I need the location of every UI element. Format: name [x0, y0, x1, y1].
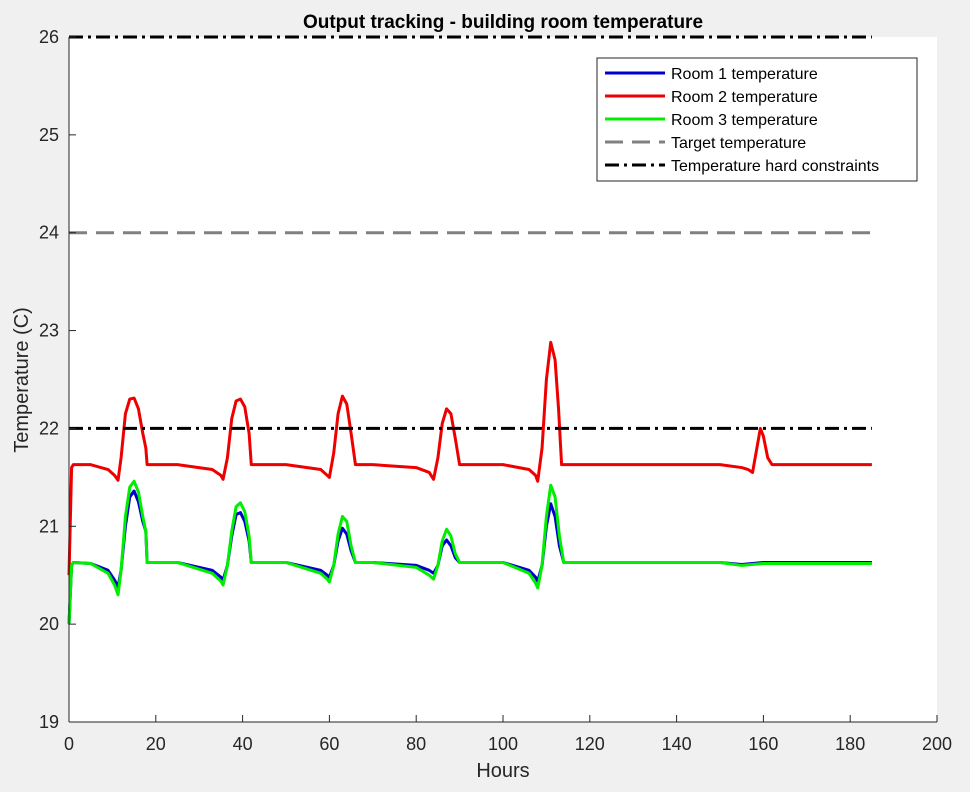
- x-tick-label: 0: [64, 734, 74, 754]
- legend-label-3: Room 3 temperature: [671, 112, 818, 129]
- y-tick-label: 24: [39, 223, 59, 243]
- x-tick-label: 80: [406, 734, 426, 754]
- chart-title: Output tracking - building room temperat…: [303, 12, 703, 33]
- x-tick-label: 200: [922, 734, 952, 754]
- x-tick-label: 140: [662, 734, 692, 754]
- ticks-layer: 0 20 40 60 80 100 120 140 160 180 200 19 20 21 22 23 24 2…: [39, 27, 952, 754]
- legend-label-1: Room 1 temperature: [671, 66, 818, 83]
- y-tick-label: 26: [39, 27, 59, 47]
- legend-label-5: Temperature hard constraints: [671, 158, 879, 175]
- series-layer: [67, 35, 872, 625]
- x-tick-label: 120: [575, 734, 605, 754]
- y-tick-label: 19: [39, 712, 59, 732]
- legend-label-4: Target temperature: [671, 135, 806, 152]
- y-axis-label: Temperature (C): [11, 307, 33, 453]
- legend: Room 1 temperature Room 2 temperature Room…: [596, 57, 918, 182]
- x-tick-label: 160: [748, 734, 778, 754]
- y-tick-label: 20: [39, 614, 59, 634]
- x-tick-label: 40: [233, 734, 253, 754]
- x-tick-label: 60: [319, 734, 339, 754]
- y-tick-label: 22: [39, 418, 59, 438]
- x-tick-label: 20: [146, 734, 166, 754]
- series-line-3: [67, 479, 872, 625]
- x-tick-label: 100: [488, 734, 518, 754]
- legend-label-2: Room 2 temperature: [671, 89, 818, 106]
- y-tick-label: 21: [39, 516, 59, 536]
- y-tick-label: 23: [39, 321, 59, 341]
- series-line-2: [67, 340, 872, 576]
- y-tick-label: 25: [39, 125, 59, 145]
- x-tick-label: 180: [835, 734, 865, 754]
- x-axis-label: Hours: [476, 760, 529, 782]
